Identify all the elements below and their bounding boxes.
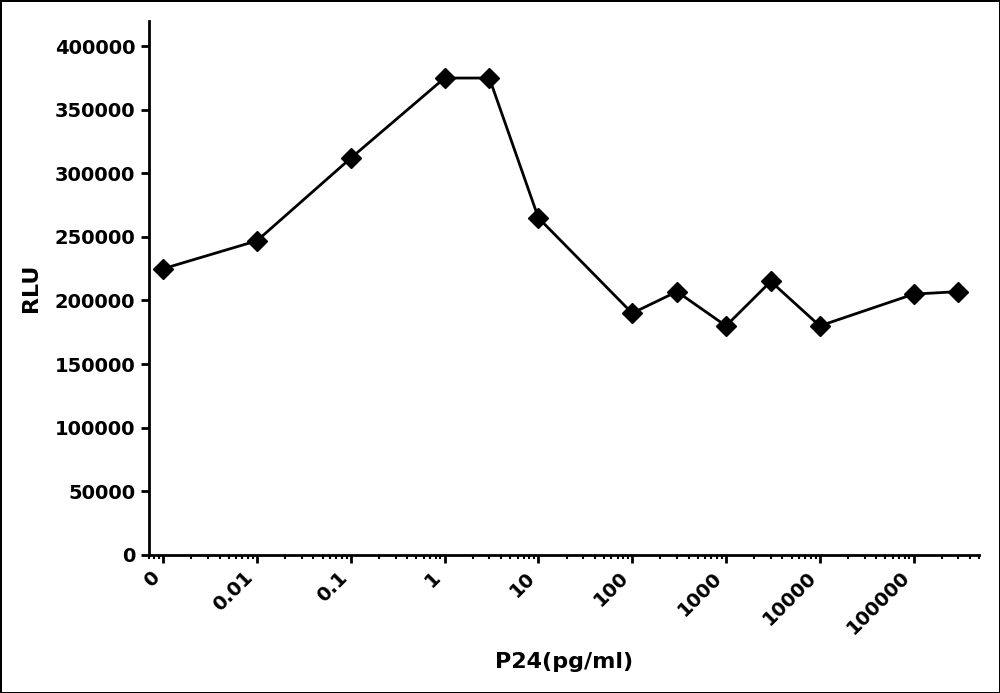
X-axis label: P24(pg/ml): P24(pg/ml): [495, 652, 633, 672]
Y-axis label: RLU: RLU: [21, 263, 41, 312]
